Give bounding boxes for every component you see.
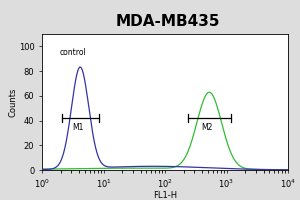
X-axis label: FL1-H: FL1-H — [153, 191, 177, 200]
Text: MDA-MB435: MDA-MB435 — [116, 14, 220, 29]
Text: M2: M2 — [201, 123, 212, 132]
Text: control: control — [59, 48, 86, 57]
Text: M1: M1 — [72, 123, 83, 132]
Y-axis label: Counts: Counts — [8, 87, 17, 117]
